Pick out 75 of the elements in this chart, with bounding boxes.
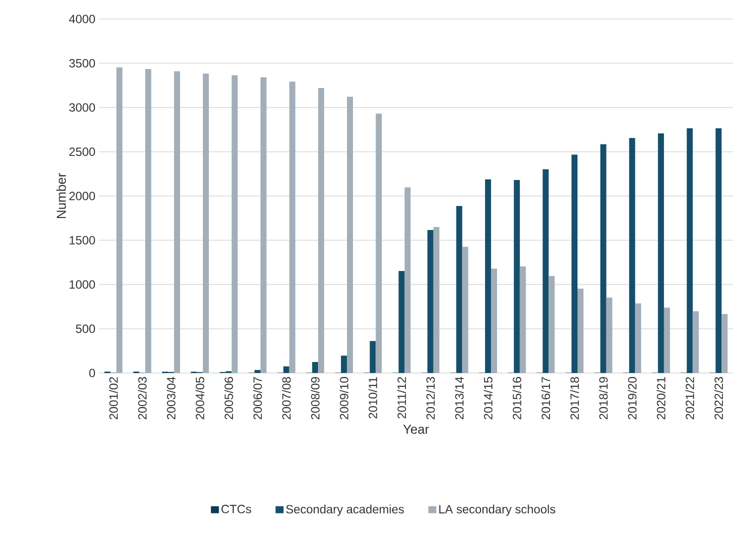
y-tick-label: 1500 — [70, 236, 96, 244]
bar — [398, 270, 405, 373]
x-tick-label: 2021/22 — [685, 377, 694, 420]
x-axis-title: Year — [403, 424, 429, 434]
x-tick-label: 2005/06 — [224, 377, 234, 420]
y-axis-title: Number — [56, 173, 66, 218]
x-tick-label: 2002/03 — [138, 377, 147, 420]
bar — [346, 96, 353, 373]
legend-label: Secondary academies — [286, 504, 404, 516]
x-tick-label: 2018/19 — [598, 377, 608, 420]
bar — [514, 180, 520, 373]
y-tick-label: 1000 — [70, 280, 96, 289]
x-tick-label: 2008/09 — [310, 377, 320, 420]
bar — [658, 133, 664, 373]
bar — [404, 187, 411, 373]
y-tick-label: 500 — [76, 324, 96, 333]
bar — [116, 67, 122, 373]
bar — [340, 356, 347, 373]
x-tick-label: 2004/05 — [195, 377, 204, 420]
bar — [289, 82, 296, 373]
y-tick-label: 3000 — [69, 103, 96, 112]
x-tick-label: 2007/08 — [282, 377, 291, 420]
x-tick-label: 2012/13 — [426, 377, 435, 420]
bar — [635, 303, 642, 373]
y-tick-label: 4000 — [69, 14, 96, 24]
bar — [318, 88, 324, 373]
bar — [548, 276, 555, 373]
bar — [427, 230, 434, 373]
x-tick-label: 2006/07 — [253, 377, 262, 420]
bar — [629, 138, 636, 373]
x-tick-label: 2022/23 — [714, 377, 723, 420]
bar — [370, 340, 376, 373]
bar — [485, 179, 492, 373]
x-tick-label: 2014/15 — [484, 377, 492, 420]
x-tick-label: 2011/12 — [397, 377, 406, 418]
bar — [716, 128, 722, 373]
x-tick-label: 2003/04 — [166, 376, 176, 420]
bar — [722, 314, 728, 373]
bar — [433, 226, 440, 373]
bar — [520, 266, 526, 373]
bar — [692, 311, 699, 373]
bar — [600, 144, 606, 373]
x-tick-label: 2009/10 — [340, 376, 348, 420]
bar — [145, 68, 152, 373]
bar — [456, 206, 462, 373]
bar — [664, 308, 670, 373]
x-tick-label: 2016/17 — [541, 377, 550, 420]
bar — [686, 128, 693, 373]
x-tick-label: 2017/18 — [570, 377, 579, 420]
bar — [260, 77, 266, 373]
bar — [232, 75, 238, 373]
bar — [174, 71, 180, 373]
x-tick-label: 2013/14 — [454, 376, 464, 420]
x-tick-label: 2019/20 — [628, 376, 637, 420]
bar — [283, 366, 290, 373]
x-tick-label: 2020/21 — [656, 377, 666, 420]
legend-label: LA secondary schools — [439, 504, 556, 516]
y-tick-label: 2000 — [69, 192, 96, 200]
bar — [202, 74, 209, 373]
legend-label: CTCs — [222, 504, 252, 514]
bar — [312, 362, 318, 373]
bar — [578, 288, 584, 373]
bar — [572, 154, 578, 373]
x-tick-label: 2010/11 — [368, 377, 378, 418]
bar — [606, 298, 612, 373]
x-tick-label: 2015/16 — [512, 377, 522, 420]
bar — [542, 169, 549, 373]
x-tick-label: 2001/02 — [109, 377, 118, 420]
bar — [491, 268, 498, 373]
bar — [376, 114, 382, 373]
y-tick-label: 0 — [89, 368, 96, 378]
y-tick-label: 2500 — [69, 147, 96, 156]
y-tick-label: 3500 — [69, 58, 96, 68]
bar — [462, 246, 468, 373]
bar — [254, 370, 261, 373]
